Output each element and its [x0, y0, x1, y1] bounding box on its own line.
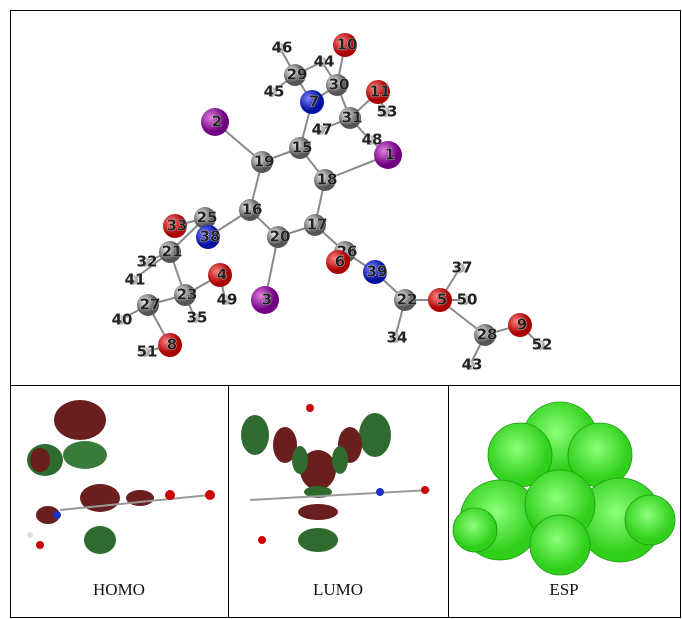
atom-label: 3	[262, 291, 272, 309]
atom-label: 5	[437, 291, 447, 309]
atom-label: 47	[312, 121, 333, 139]
atom-label: 34	[387, 329, 408, 347]
page: {"structure": {"atoms": [ {"label": "46"…	[0, 0, 682, 619]
atom-label: 25	[197, 209, 218, 227]
atom-label: 43	[462, 356, 483, 374]
atom-label: 39	[367, 263, 388, 281]
atom-label: 21	[162, 243, 183, 261]
atom-label: 7	[309, 93, 319, 111]
atom-label: 32	[137, 253, 158, 271]
atom-label: 44	[314, 53, 335, 71]
panel-caption: LUMO	[313, 580, 363, 599]
atom-label: 33	[167, 217, 188, 235]
atom-label: 41	[125, 271, 146, 289]
atom-label: 18	[317, 171, 338, 189]
atom-label: 23	[177, 286, 198, 304]
atom-label: 22	[397, 291, 418, 309]
atom-label: 37	[452, 259, 473, 277]
atom-label: 49	[217, 291, 238, 309]
atom-label: 46	[272, 39, 293, 57]
lumo-orbital	[241, 404, 430, 552]
atom-label: 10	[337, 36, 358, 54]
atom-label: 1	[385, 146, 395, 164]
atom-label: 2	[212, 113, 222, 131]
atom-label: 45	[264, 83, 285, 101]
atom-label: 53	[377, 103, 398, 121]
atom-label: 19	[254, 153, 275, 171]
atom-label: 35	[187, 309, 208, 327]
atom-label: 40	[112, 311, 133, 329]
homo-orbital	[27, 400, 215, 554]
top-frame	[11, 11, 681, 386]
atom-label: 6	[335, 253, 345, 271]
atom-label: 8	[167, 336, 177, 354]
panel-caption: HOMO	[93, 580, 145, 599]
atom-label: 30	[329, 76, 350, 94]
atom-label: 17	[307, 216, 328, 234]
atom-label: 4	[217, 266, 227, 284]
atom-label: 27	[140, 296, 161, 314]
atom-label: 16	[242, 201, 263, 219]
atom-label: 31	[342, 109, 363, 127]
esp-surface	[453, 402, 675, 575]
atom-label: 51	[137, 343, 158, 361]
atom-label: 50	[457, 291, 478, 309]
atom-label: 15	[292, 139, 313, 157]
atom-label: 9	[517, 316, 527, 334]
atom-label: 52	[532, 336, 553, 354]
atom-label: 20	[270, 228, 291, 246]
atom-label: 29	[287, 66, 308, 84]
captions: HOMO LUMO ESP	[93, 580, 579, 599]
panel-caption: ESP	[549, 580, 578, 599]
figure: 4629441030457113153247481511918162533381…	[0, 0, 682, 619]
atom-label: 38	[200, 228, 221, 246]
atom-label: 11	[370, 83, 391, 101]
atom-label: 28	[477, 326, 498, 344]
